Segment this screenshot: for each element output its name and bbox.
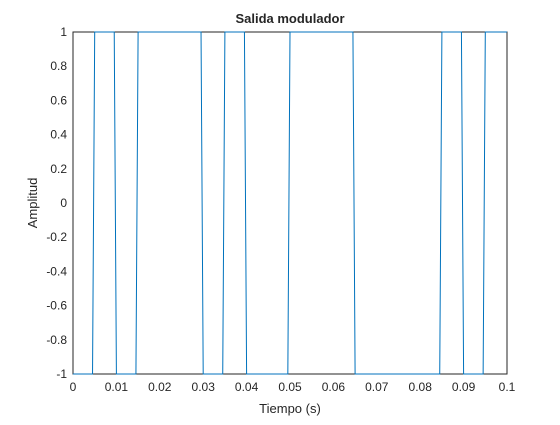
- x-tick-label: 0.03: [192, 380, 216, 394]
- x-tick-label: 0.04: [235, 380, 259, 394]
- plot-layer: [72, 31, 508, 375]
- x-axis-label: Tiempo (s): [259, 401, 321, 416]
- y-tick-label: 0.2: [50, 162, 67, 176]
- y-axis-label: Amplitud: [25, 178, 40, 229]
- x-tick-label: 0.05: [278, 380, 302, 394]
- x-tick-label: 0.07: [365, 380, 389, 394]
- y-tick-label: -1: [56, 367, 67, 381]
- y-tick-label: 1: [60, 25, 67, 39]
- series-line-0: [73, 31, 507, 375]
- x-tick-label: 0.01: [105, 380, 129, 394]
- y-tick-label: 0: [60, 196, 67, 210]
- y-tick-label: 0.4: [50, 128, 67, 142]
- chart-title: Salida modulador: [235, 11, 344, 26]
- y-tick-label: 0.8: [50, 59, 67, 73]
- y-tick-label: -0.6: [46, 299, 67, 313]
- y-tick-label: -0.8: [46, 333, 67, 347]
- x-tick-label: 0.09: [452, 380, 476, 394]
- y-tick-label: 0.6: [50, 93, 67, 107]
- x-tick-label: 0.08: [409, 380, 433, 394]
- x-tick-label: 0.02: [148, 380, 172, 394]
- y-tick-label: -0.2: [46, 230, 67, 244]
- y-tick-label: -0.4: [46, 264, 67, 278]
- ticks-layer: 0 0.01 0.02 0.03 0.04 0.05 0.06 0.07 0.08 0.09 0.1…: [46, 25, 515, 394]
- x-tick-label: 0.1: [499, 380, 516, 394]
- x-tick-label: 0.06: [322, 380, 346, 394]
- x-tick-label: 0: [70, 380, 77, 394]
